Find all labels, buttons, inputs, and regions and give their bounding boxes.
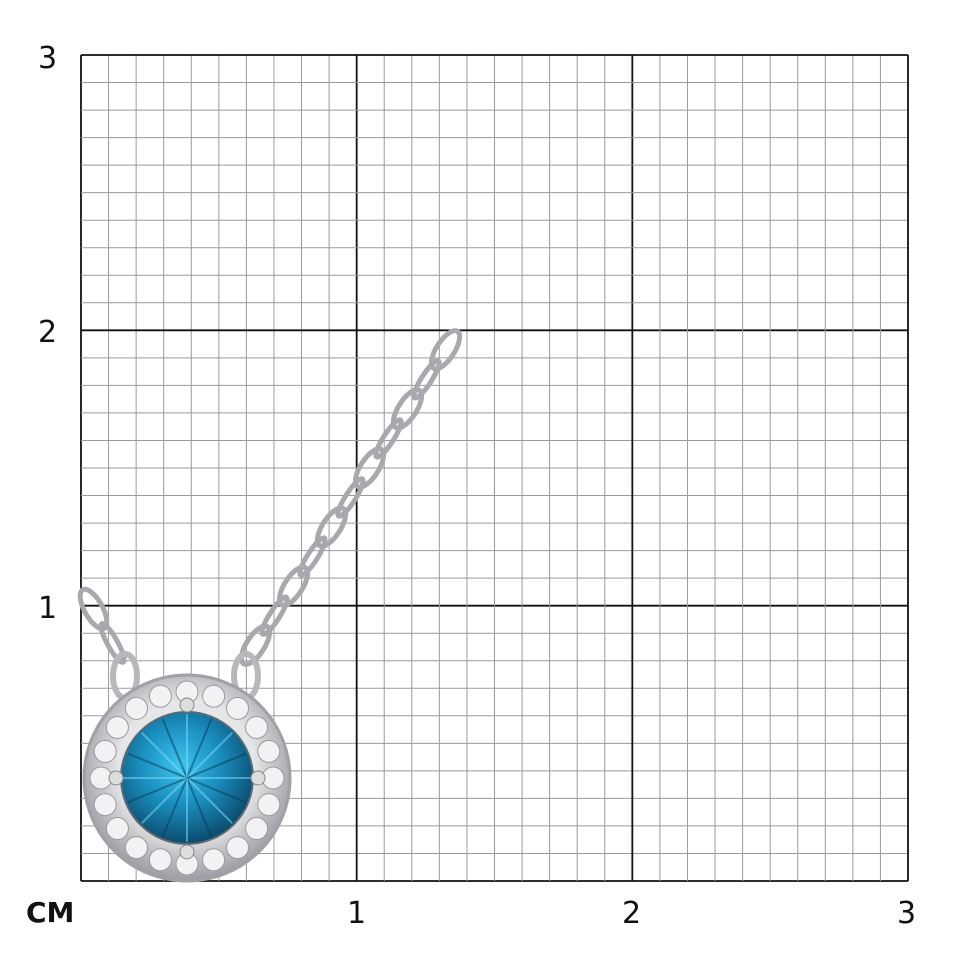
prong xyxy=(250,770,266,786)
chain-link xyxy=(428,328,463,372)
y-tick-label: 3 xyxy=(38,41,58,76)
halo-diamond xyxy=(148,848,172,872)
chain-link xyxy=(238,623,273,667)
facet-line xyxy=(127,777,188,804)
halo-diamond xyxy=(226,696,250,720)
facet-line xyxy=(141,777,188,824)
halo-diamond xyxy=(202,848,226,872)
stone-facets xyxy=(123,714,251,842)
facet-line xyxy=(186,718,213,779)
halo-diamond xyxy=(226,836,250,860)
facet-line xyxy=(127,752,188,779)
halo-diamond xyxy=(93,739,117,763)
facet-line xyxy=(186,752,247,779)
chain-link xyxy=(314,505,349,549)
unit-label: CM xyxy=(26,896,75,929)
halo-diamond xyxy=(105,715,129,739)
facet-line xyxy=(186,777,233,824)
chain-link xyxy=(98,621,127,665)
y-tick-label: 2 xyxy=(38,315,58,350)
facet-line xyxy=(186,777,247,804)
chain-link xyxy=(297,535,328,578)
halo-diamond xyxy=(257,739,281,763)
halo-diamond xyxy=(93,793,117,817)
chain-link xyxy=(259,594,290,637)
facet-line xyxy=(186,732,233,779)
pendant xyxy=(82,651,292,883)
halo-diamond xyxy=(202,684,226,708)
facet-line xyxy=(186,777,213,838)
facet-line xyxy=(161,718,188,779)
halo-stones xyxy=(89,680,285,876)
halo-diamond xyxy=(124,836,148,860)
chain-link xyxy=(276,564,311,608)
facet-line xyxy=(161,777,188,838)
prong xyxy=(179,844,195,860)
chain-link xyxy=(335,476,366,519)
halo-diamond xyxy=(257,793,281,817)
x-tick-label: 3 xyxy=(897,896,917,931)
halo-diamond xyxy=(124,696,148,720)
chain xyxy=(77,328,463,667)
halo-diamond xyxy=(245,715,269,739)
halo-diamond xyxy=(105,817,129,841)
halo-diamond xyxy=(245,817,269,841)
chain-link xyxy=(411,358,442,401)
y-tick-label: 1 xyxy=(38,591,58,626)
chain-link xyxy=(352,446,387,490)
x-tick-label: 1 xyxy=(347,896,367,931)
halo-diamond xyxy=(148,684,172,708)
chain-link xyxy=(373,417,404,460)
chain-link xyxy=(390,387,425,431)
facet-line xyxy=(141,732,188,779)
prong xyxy=(179,697,195,713)
prong xyxy=(108,770,124,786)
x-tick-label: 2 xyxy=(622,896,642,931)
chain-link xyxy=(77,586,110,632)
